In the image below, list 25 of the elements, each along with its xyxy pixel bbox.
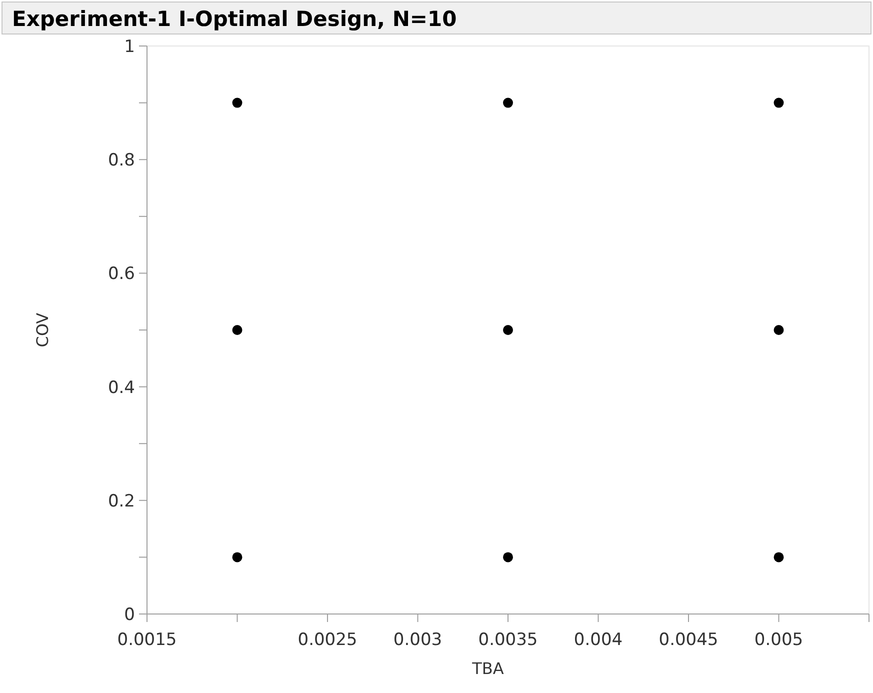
point <box>503 98 513 108</box>
point <box>232 98 242 108</box>
y-tick-label: 1 <box>124 37 135 57</box>
y-tick-label: 0.2 <box>108 491 135 512</box>
y-tick-label: 0.8 <box>108 150 135 171</box>
chart-title: Experiment-1 I-Optimal Design, N=10 <box>12 7 457 31</box>
point <box>503 552 513 562</box>
point <box>774 325 784 335</box>
point <box>232 325 242 335</box>
y-axis-title: COV <box>33 312 52 348</box>
x-tick-label: 0.003 <box>393 630 442 650</box>
x-tick-label: 0.0015 <box>117 630 177 650</box>
x-axis-title: TBA <box>471 659 504 678</box>
point <box>503 325 513 335</box>
y-tick-label: 0.6 <box>108 264 135 284</box>
x-tick-label: 0.0035 <box>478 630 538 650</box>
x-tick-label: 0.004 <box>574 630 623 650</box>
point <box>232 552 242 562</box>
x-tick-label: 0.0045 <box>658 630 718 650</box>
point <box>774 552 784 562</box>
x-tick-label: 0.005 <box>754 630 804 650</box>
x-tick-label: 0.0025 <box>298 630 358 650</box>
y-tick-label: 0.4 <box>108 378 135 398</box>
point <box>774 98 784 108</box>
y-tick-label: 0 <box>124 605 135 625</box>
